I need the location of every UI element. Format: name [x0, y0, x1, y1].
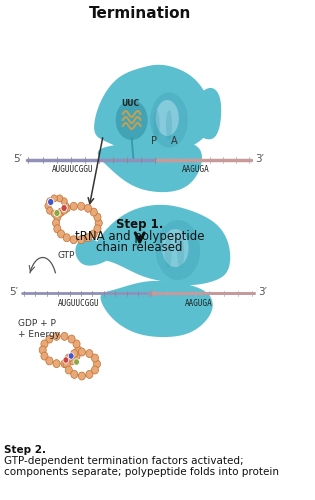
Circle shape: [71, 350, 78, 358]
Text: 3′: 3′: [258, 287, 267, 297]
Circle shape: [73, 352, 80, 360]
Circle shape: [57, 208, 65, 216]
Circle shape: [73, 340, 80, 348]
Circle shape: [57, 210, 63, 217]
Ellipse shape: [156, 100, 179, 136]
Text: GTP: GTP: [58, 250, 75, 260]
Polygon shape: [93, 205, 230, 285]
Circle shape: [46, 357, 53, 365]
Text: tRNA and polypeptide: tRNA and polypeptide: [75, 230, 204, 243]
Circle shape: [51, 195, 57, 202]
Circle shape: [68, 357, 75, 365]
Polygon shape: [98, 140, 202, 192]
Circle shape: [75, 346, 82, 354]
Ellipse shape: [150, 92, 188, 148]
Circle shape: [90, 230, 97, 238]
Circle shape: [61, 207, 67, 214]
Circle shape: [91, 354, 99, 362]
Circle shape: [94, 225, 101, 233]
Circle shape: [53, 219, 60, 227]
Circle shape: [84, 234, 92, 241]
Text: 5′: 5′: [9, 287, 18, 297]
Ellipse shape: [165, 236, 172, 268]
Circle shape: [77, 236, 85, 244]
Circle shape: [61, 332, 68, 340]
Text: UUC: UUC: [122, 100, 140, 108]
Circle shape: [68, 353, 74, 359]
Ellipse shape: [177, 236, 184, 268]
Circle shape: [63, 204, 70, 212]
Circle shape: [41, 352, 48, 360]
Circle shape: [95, 219, 102, 227]
Circle shape: [68, 335, 75, 343]
Circle shape: [51, 210, 57, 217]
Circle shape: [90, 208, 97, 216]
Text: GDP + P
+ Energy: GDP + P + Energy: [18, 319, 60, 339]
Text: GTP-dependent termination factors activated;: GTP-dependent termination factors activa…: [4, 456, 244, 466]
Circle shape: [74, 359, 79, 365]
Text: components separate; polypeptide folds into protein: components separate; polypeptide folds i…: [4, 467, 279, 477]
Circle shape: [54, 213, 61, 221]
Circle shape: [46, 335, 53, 343]
Text: Step 1.: Step 1.: [116, 218, 163, 231]
Text: Step 2.: Step 2.: [4, 445, 46, 455]
Circle shape: [61, 360, 68, 368]
Circle shape: [94, 360, 100, 368]
Circle shape: [57, 195, 63, 202]
Circle shape: [94, 213, 101, 221]
Circle shape: [86, 350, 93, 358]
Circle shape: [70, 236, 77, 244]
Text: Termination: Termination: [89, 6, 191, 21]
Circle shape: [47, 207, 53, 214]
Circle shape: [63, 357, 69, 363]
Text: AAGUGA: AAGUGA: [182, 165, 209, 174]
Circle shape: [54, 225, 61, 233]
Circle shape: [45, 202, 51, 209]
Polygon shape: [100, 281, 213, 337]
Circle shape: [84, 204, 92, 212]
Text: chain released: chain released: [96, 241, 183, 254]
Ellipse shape: [156, 220, 200, 280]
Circle shape: [86, 370, 93, 378]
Circle shape: [48, 198, 54, 205]
Circle shape: [63, 360, 70, 368]
Circle shape: [53, 332, 60, 340]
Circle shape: [41, 340, 48, 348]
Polygon shape: [189, 88, 221, 140]
Circle shape: [65, 366, 72, 374]
Text: A: A: [171, 136, 178, 146]
Text: AAGUGA: AAGUGA: [185, 299, 212, 308]
Circle shape: [78, 348, 85, 356]
Text: P: P: [151, 136, 157, 146]
Circle shape: [54, 210, 60, 216]
Ellipse shape: [116, 100, 148, 140]
Text: 5′: 5′: [13, 154, 22, 164]
Circle shape: [57, 230, 65, 238]
Ellipse shape: [153, 110, 160, 140]
Circle shape: [39, 346, 46, 354]
Circle shape: [61, 204, 67, 212]
Circle shape: [78, 372, 85, 380]
Circle shape: [91, 366, 99, 374]
Polygon shape: [94, 65, 211, 155]
Polygon shape: [75, 238, 111, 266]
Circle shape: [53, 360, 60, 368]
Circle shape: [47, 198, 53, 205]
Circle shape: [77, 202, 85, 210]
Ellipse shape: [162, 229, 189, 267]
Circle shape: [71, 370, 78, 378]
Circle shape: [65, 354, 72, 362]
Ellipse shape: [166, 110, 172, 140]
Circle shape: [70, 202, 77, 210]
Text: AUGUUCGGU: AUGUUCGGU: [57, 299, 99, 308]
Circle shape: [63, 202, 69, 209]
Circle shape: [63, 234, 70, 241]
Text: AUGUUCGGU: AUGUUCGGU: [52, 165, 94, 174]
Circle shape: [61, 198, 67, 205]
Text: 3′: 3′: [255, 154, 264, 164]
